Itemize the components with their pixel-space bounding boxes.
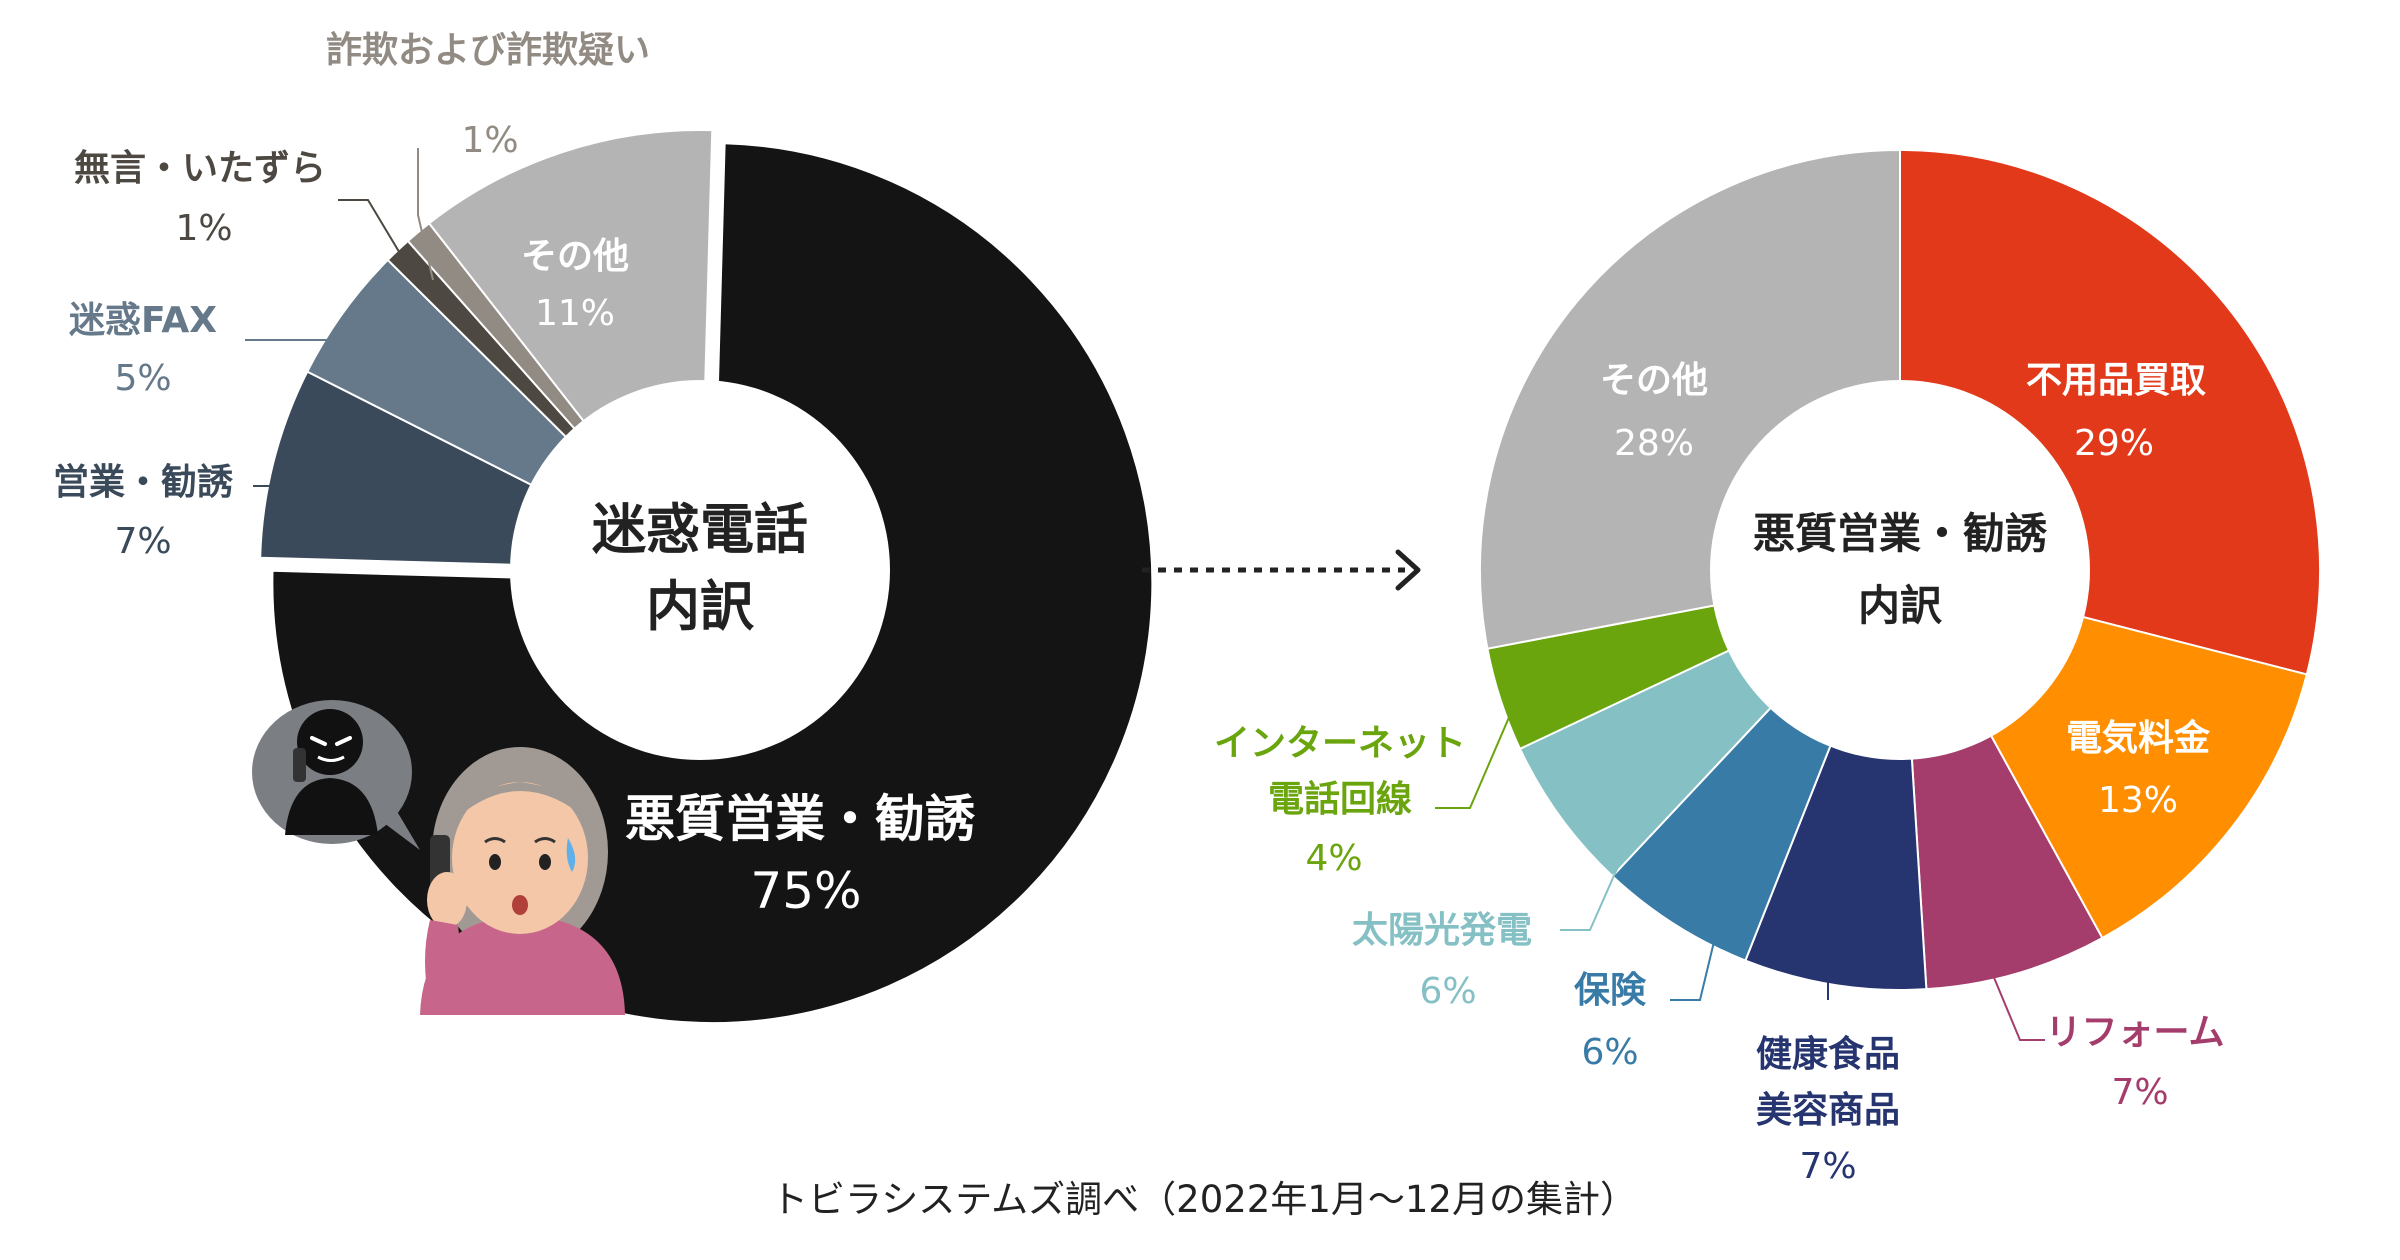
slice-label-internet: インターネット電話回線 (1214, 723, 1466, 820)
slice-value-electricity: 13% (2098, 780, 2178, 821)
slice-label-health-food-line1: 健康食品 (1756, 1033, 1900, 1075)
slice-value-internet: 4% (1305, 838, 1362, 879)
slice-value-health-food: 7% (1799, 1146, 1856, 1187)
leader-line-renovation (1989, 967, 2045, 1041)
left-donut-hole (510, 380, 890, 760)
slice-label-fraud: 詐欺および詐欺疑い (326, 30, 650, 71)
slice-label-renovation: リフォーム (2046, 1012, 2225, 1053)
slice-label-internet-line2: 電話回線 (1268, 779, 1412, 820)
left-donut-title: 迷惑電話 (592, 498, 808, 561)
nuisance-call-donut: 迷惑電話 内訳 悪質営業・勧誘 75% その他 11% 詐欺および詐欺疑い 1%… (53, 30, 1154, 1025)
slice-label-insurance: 保険 (1574, 970, 1647, 1011)
right-donut-title: 悪質営業・勧誘 (1753, 509, 2048, 558)
left-donut-subtitle: 内訳 (646, 575, 755, 638)
slice-value-sales: 7% (114, 521, 171, 562)
slice-value-fraud: 1% (461, 120, 518, 161)
slice-label-internet-line1: インターネット (1214, 723, 1466, 764)
leader-line-fraud (417, 148, 434, 281)
shadow-caller-bubble (252, 700, 420, 850)
leader-line-silent-prank (338, 199, 414, 276)
slice-label-junk-fax: 迷惑FAX (69, 300, 217, 341)
slice-label-left-other: その他 (521, 236, 629, 277)
leader-line-insurance (1670, 924, 1719, 1001)
slice-value-solar: 6% (1419, 971, 1476, 1012)
dotted-arrow (1142, 549, 1421, 591)
slice-label-unwanted-goods: 不用品買取 (2026, 360, 2206, 401)
slice-value-left-other: 11% (535, 293, 615, 334)
slice-value-unwanted-goods: 29% (2074, 423, 2154, 464)
right-donut-subtitle: 内訳 (1858, 581, 1943, 630)
slice-value-silent-prank: 1% (175, 208, 232, 249)
scam-call-illustration (252, 700, 625, 1015)
slice-value-right-other: 28% (1614, 423, 1694, 464)
slice-label-sales: 営業・勧誘 (53, 462, 233, 503)
source-note: トビラシステムズ調べ（2022年1月〜12月の集計） (771, 1178, 1637, 1221)
slice-value-insurance: 6% (1581, 1032, 1638, 1073)
slice-label-health-food-line2: 美容商品 (1756, 1090, 1900, 1131)
malicious-sales-donut: 悪質営業・勧誘 内訳 不用品買取 29% 電気料金 13% その他 28% リフ… (1214, 148, 2321, 1187)
slice-label-malicious-sales: 悪質営業・勧誘 (625, 790, 975, 848)
slice-label-silent-prank: 無言・いたずら (74, 148, 326, 189)
slice-value-malicious-sales: 75% (750, 862, 861, 920)
leader-line-solar (1560, 861, 1621, 931)
slice-label-health-food: 健康食品美容商品 (1756, 1033, 1900, 1131)
leader-line-internet (1435, 714, 1511, 809)
leader-line-junk-fax (245, 339, 346, 356)
right-donut-hole (1710, 380, 2090, 760)
slice-value-renovation: 7% (2111, 1072, 2168, 1113)
slice-label-solar: 太陽光発電 (1352, 910, 1532, 951)
slice-value-junk-fax: 5% (114, 358, 171, 399)
slice-label-right-other: その他 (1600, 360, 1708, 401)
elderly-woman (420, 747, 625, 1015)
slice-label-electricity: 電気料金 (2066, 717, 2211, 759)
